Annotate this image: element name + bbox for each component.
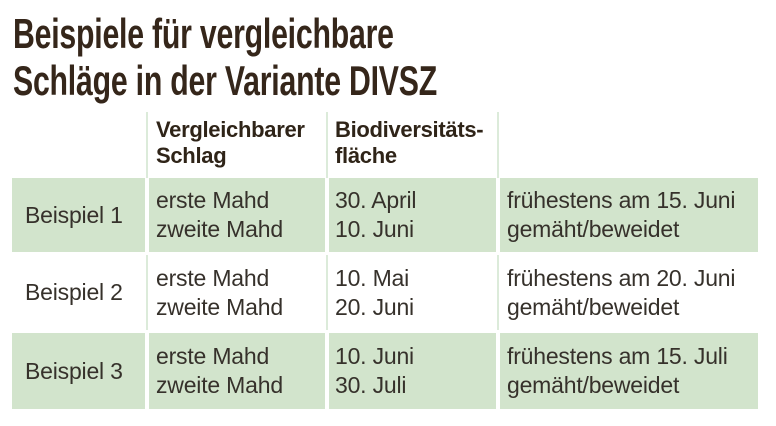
- table-row-beispiel-3: Beispiel 3 erste Mahd zweite Mahd 10. Ju…: [12, 333, 758, 409]
- header-cell-empty-right: [500, 112, 758, 178]
- cell-line: 20. Juni: [335, 293, 414, 320]
- cell-line: erste Mahd: [156, 264, 270, 291]
- page-title-line-1: Beispiele für vergleichbare: [13, 10, 394, 57]
- header-cell-vergleichbarer-schlag: Vergleichbarer Schlag: [149, 112, 325, 178]
- column-divider-2: [326, 112, 328, 178]
- cell-line: frühestens am 15. Juni: [507, 187, 736, 213]
- examples-table: Vergleichbarer Schlag Biodiversitäts- fl…: [12, 112, 758, 409]
- cell-line: 10. Juni: [335, 343, 414, 369]
- header-label-line: fläche: [335, 143, 397, 168]
- column-divider-1: [146, 112, 148, 178]
- table-row-beispiel-1: Beispiel 1 erste Mahd zweite Mahd 30. Ap…: [12, 178, 758, 252]
- header-cell-biodiversitaetsflaeche: Biodiversitäts- fläche: [329, 112, 496, 178]
- cell-bewirtschaftung: frühestens am 20. Juni gemäht/beweidet: [500, 255, 758, 330]
- cell-line: zweite Mahd: [156, 293, 283, 320]
- row-label-cell: Beispiel 1: [12, 178, 145, 252]
- cell-biodiversitaetsflaeche: 10. Mai 20. Juni: [329, 255, 496, 330]
- page-title: Beispiele für vergleichbare Schläge in d…: [13, 10, 602, 104]
- column-divider-3: [497, 112, 499, 178]
- cell-vergleichbarer-schlag: erste Mahd zweite Mahd: [149, 333, 325, 409]
- header-label-line: Vergleichbarer: [156, 117, 305, 142]
- cell-line: erste Mahd: [156, 187, 270, 213]
- row-label-cell: Beispiel 3: [12, 333, 145, 409]
- row-label: Beispiel 2: [25, 279, 123, 305]
- cell-line: 30. Juli: [335, 372, 407, 398]
- column-divider-1: [146, 255, 148, 330]
- cell-line: frühestens am 15. Juli: [507, 343, 728, 369]
- cell-line: gemäht/beweidet: [507, 293, 680, 320]
- cell-line: zweite Mahd: [156, 216, 283, 242]
- header-label-line: Biodiversitäts-: [335, 117, 484, 142]
- table-header-row: Vergleichbarer Schlag Biodiversitäts- fl…: [12, 112, 758, 178]
- row-label: Beispiel 3: [25, 357, 123, 384]
- cell-line: gemäht/beweidet: [507, 216, 680, 242]
- cell-biodiversitaetsflaeche: 30. April 10. Juni: [329, 178, 496, 252]
- cell-biodiversitaetsflaeche: 10. Juni 30. Juli: [329, 333, 496, 409]
- header-cell-empty: [12, 112, 145, 178]
- row-label-cell: Beispiel 2: [12, 255, 145, 330]
- cell-line: 10. Mai: [335, 264, 410, 291]
- cell-line: zweite Mahd: [156, 372, 283, 398]
- page-title-line-2: Schläge in der Variante DIVSZ: [13, 57, 437, 104]
- row-label: Beispiel 1: [25, 201, 123, 228]
- cell-line: frühestens am 20. Juni: [507, 264, 736, 291]
- column-divider-2: [326, 255, 328, 330]
- table-row-beispiel-2: Beispiel 2 erste Mahd zweite Mahd 10. Ma…: [12, 255, 758, 330]
- cell-bewirtschaftung: frühestens am 15. Juni gemäht/beweidet: [500, 178, 758, 252]
- cell-line: gemäht/beweidet: [507, 372, 680, 398]
- cell-vergleichbarer-schlag: erste Mahd zweite Mahd: [149, 178, 325, 252]
- column-divider-3: [497, 255, 499, 330]
- cell-line: 10. Juni: [335, 216, 414, 242]
- cell-vergleichbarer-schlag: erste Mahd zweite Mahd: [149, 255, 325, 330]
- header-label-line: Schlag: [156, 143, 227, 168]
- cell-line: 30. April: [335, 187, 417, 213]
- cell-line: erste Mahd: [156, 343, 270, 369]
- cell-bewirtschaftung: frühestens am 15. Juli gemäht/beweidet: [500, 333, 758, 409]
